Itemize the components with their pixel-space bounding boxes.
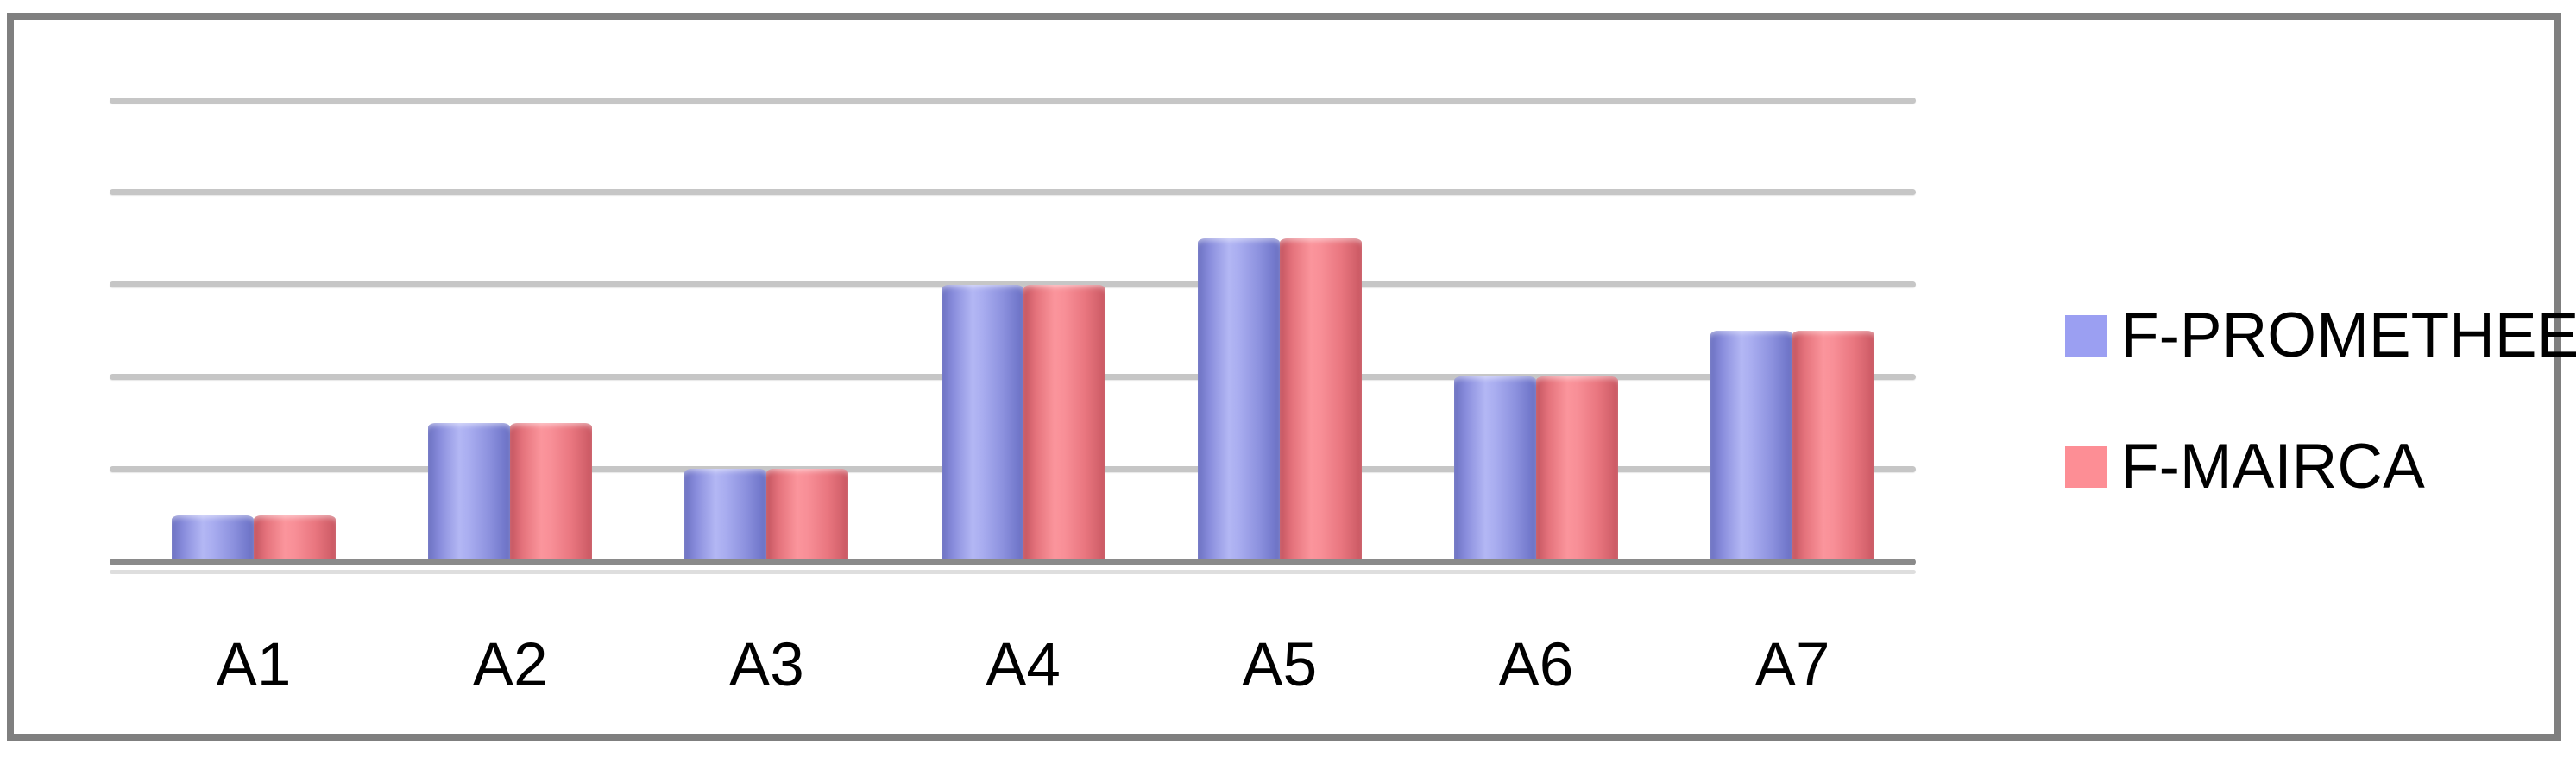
bar-a3-f-promethee bbox=[684, 469, 767, 561]
legend-swatch-f-mairca bbox=[2065, 446, 2107, 488]
gridline-y10 bbox=[110, 97, 1916, 104]
bar-a4-f-promethee bbox=[941, 284, 1023, 561]
bar-a6-f-promethee bbox=[1453, 376, 1536, 561]
bar-a2-f-mairca bbox=[510, 422, 593, 561]
x-axis-line bbox=[110, 559, 1916, 565]
bar-a5-f-promethee bbox=[1197, 238, 1280, 561]
bar-a2-f-promethee bbox=[428, 422, 511, 561]
x-axis-shadow bbox=[110, 570, 1916, 574]
x-axis-label-a4: A4 bbox=[986, 631, 1061, 699]
bar-a7-f-promethee bbox=[1710, 331, 1793, 561]
bar-a4-f-mairca bbox=[1023, 284, 1105, 561]
bar-a6-f-mairca bbox=[1535, 376, 1618, 561]
legend-item-f-promethee: F-PROMETHEE bbox=[2065, 301, 2576, 370]
x-axis-label-a5: A5 bbox=[1242, 631, 1318, 699]
bar-a1-f-mairca bbox=[254, 515, 336, 561]
legend-label-f-mairca: F-MAIRCA bbox=[2120, 432, 2425, 502]
x-axis-label-a6: A6 bbox=[1498, 631, 1574, 699]
chart-frame: A1 A2 A3 A4 A5 A6 A7 F-PROMETHEE F-MAIRCA bbox=[7, 13, 2576, 741]
legend-label-f-promethee: F-PROMETHEE bbox=[2120, 300, 2576, 370]
x-axis-label-a1: A1 bbox=[216, 631, 292, 699]
gridline-y8 bbox=[110, 189, 1916, 196]
x-axis-label-a7: A7 bbox=[1754, 631, 1830, 699]
x-axis-label-a2: A2 bbox=[472, 631, 548, 699]
bar-a5-f-mairca bbox=[1279, 238, 1362, 561]
bar-a1-f-promethee bbox=[172, 515, 254, 561]
bar-a7-f-mairca bbox=[1792, 331, 1875, 561]
legend-swatch-f-promethee bbox=[2065, 315, 2107, 357]
plot-area: A1 A2 A3 A4 A5 A6 A7 bbox=[14, 20, 2554, 734]
legend-item-f-mairca: F-MAIRCA bbox=[2065, 433, 2425, 502]
x-axis-label-a3: A3 bbox=[728, 631, 804, 699]
bar-a3-f-mairca bbox=[766, 469, 849, 561]
